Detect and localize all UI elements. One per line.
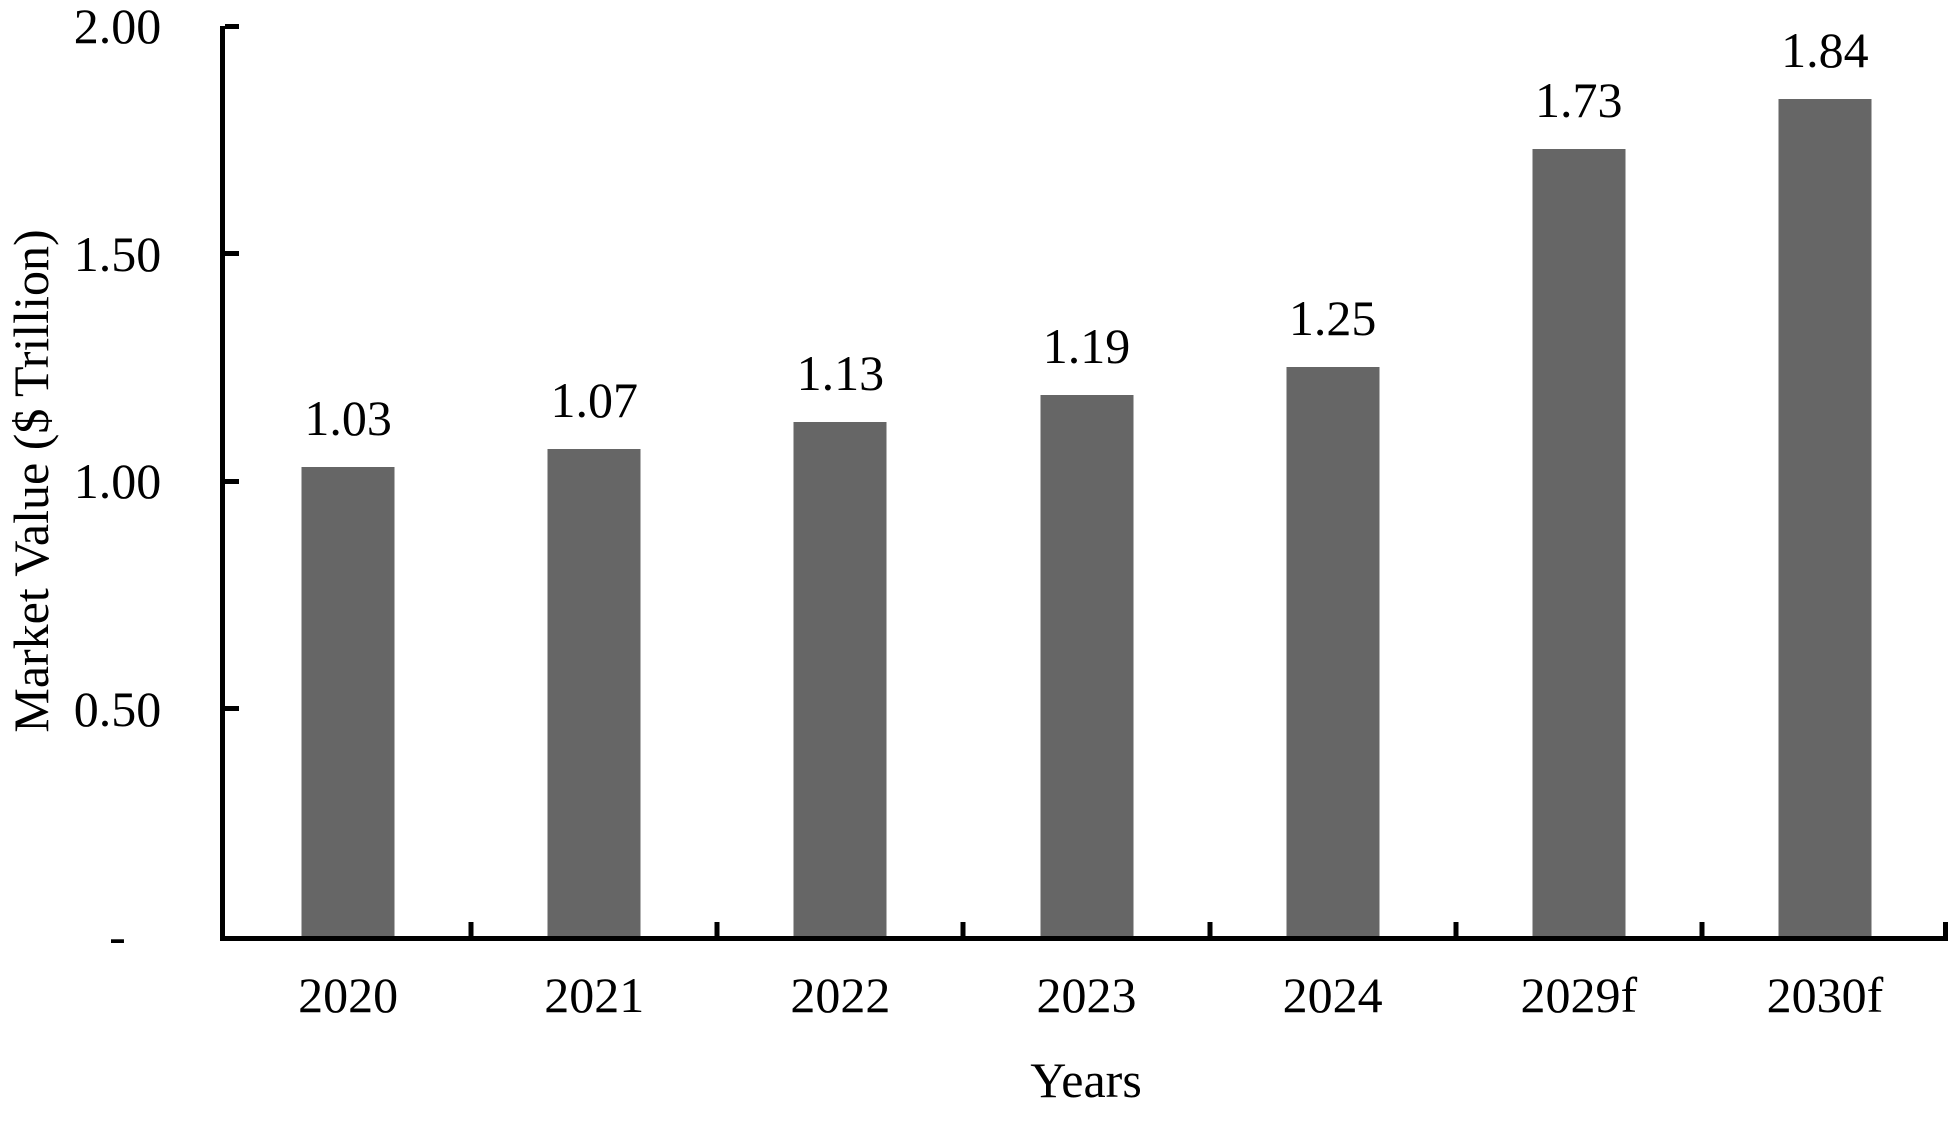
y-tick-label: - bbox=[109, 908, 126, 964]
x-tick-mark bbox=[960, 922, 966, 936]
bar bbox=[1286, 367, 1380, 936]
bar bbox=[301, 467, 395, 936]
x-tick-mark bbox=[1453, 922, 1459, 936]
x-tick-mark bbox=[1699, 922, 1705, 936]
bar-value-label: 1.73 bbox=[1535, 71, 1623, 128]
bar-value-label: 1.13 bbox=[796, 344, 885, 401]
y-tick-mark bbox=[225, 23, 239, 29]
x-axis-category-label: 2021 bbox=[544, 967, 645, 1023]
x-axis-category-label: 2022 bbox=[790, 967, 891, 1023]
x-axis-category-label: 2029f bbox=[1520, 967, 1638, 1023]
bar-value-label: 1.07 bbox=[550, 372, 638, 429]
x-axis-category-label: 2030f bbox=[1766, 967, 1884, 1023]
x-tick-mark bbox=[1207, 922, 1213, 936]
x-axis-category-label: 2023 bbox=[1036, 967, 1137, 1023]
x-axis-category-label: 2020 bbox=[298, 967, 399, 1023]
bar bbox=[1778, 98, 1872, 936]
bar bbox=[1532, 148, 1626, 936]
y-tick-label: 1.50 bbox=[73, 225, 162, 282]
x-axis-title: Years bbox=[1030, 1052, 1142, 1108]
y-axis-title: Market Value ($ Trillion) bbox=[3, 229, 59, 733]
plot-area: 1.03 1.07 1.13 1.19 1.25 1.73 1.84 bbox=[225, 21, 1948, 936]
y-tick-mark bbox=[225, 478, 239, 484]
bar-value-label: 1.25 bbox=[1288, 290, 1377, 347]
y-tick-mark bbox=[225, 706, 239, 711]
x-tick-mark bbox=[714, 922, 720, 936]
bar-value-label: 1.03 bbox=[304, 390, 392, 447]
y-tick-label: 1.00 bbox=[73, 453, 162, 509]
x-tick-mark bbox=[1943, 922, 1948, 936]
x-axis-category-label: 2024 bbox=[1282, 967, 1383, 1023]
bar-value-label: 1.19 bbox=[1042, 317, 1131, 374]
x-tick-mark bbox=[468, 922, 474, 936]
y-tick-label: 2.00 bbox=[73, 0, 162, 54]
bar bbox=[547, 449, 641, 936]
bar-value-label: 1.84 bbox=[1781, 21, 1869, 78]
x-axis-line bbox=[220, 936, 1948, 941]
y-axis-line bbox=[220, 26, 225, 941]
bar bbox=[1040, 394, 1133, 936]
y-tick-mark bbox=[225, 251, 239, 256]
y-tick-label: 0.50 bbox=[73, 680, 162, 737]
bar bbox=[793, 421, 887, 936]
